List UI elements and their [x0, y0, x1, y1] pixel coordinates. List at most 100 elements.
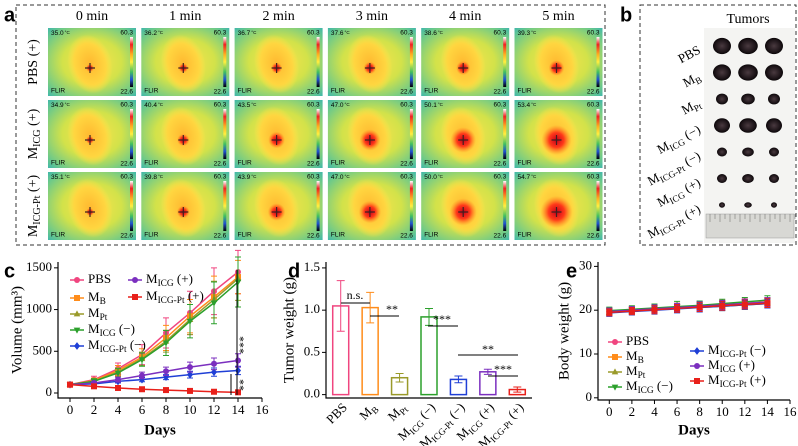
marker	[235, 389, 241, 396]
tumor	[739, 118, 757, 133]
legend-label-main: PBS	[626, 333, 649, 348]
y-tick-label: 1.0	[304, 301, 320, 316]
significance-label: ***	[236, 336, 250, 354]
column-header: 2 min	[262, 9, 294, 24]
scale-max: 60.3	[307, 174, 320, 181]
tumor-label-sub: B	[694, 76, 704, 88]
scale-min: 22.6	[307, 161, 320, 168]
row-label: PBS (+)	[26, 39, 41, 85]
x-axis-title: Days	[678, 422, 710, 438]
scale-max: 60.3	[587, 30, 600, 37]
legend-label-main: M	[626, 378, 638, 393]
tumor	[741, 93, 755, 105]
y-tick-label: 0.0	[304, 386, 320, 401]
color-bar	[223, 109, 227, 159]
legend-label-tail: (−)	[747, 342, 766, 357]
legend-label-main: M	[146, 271, 158, 286]
brand: FLIR	[424, 232, 438, 239]
temperature-unit: °C	[65, 102, 71, 107]
brand: FLIR	[331, 88, 345, 95]
color-bar	[596, 37, 600, 87]
tumor-label: MPt	[679, 95, 705, 120]
error-bar	[336, 280, 345, 332]
crosshair	[364, 135, 375, 145]
crosshair	[271, 207, 282, 217]
content: a b c d e 0 min 1 min 2 min 3 min 4 min 5 min PBS (…	[4, 4, 797, 446]
tumor-label: MB	[680, 69, 704, 93]
temperature: 35.0°C	[51, 30, 70, 37]
temperature-unit: °C	[251, 30, 257, 35]
x-tick-label: 12	[738, 404, 751, 419]
temperature-value: 47.0	[331, 102, 344, 109]
row-label-sub: ICG-Pt	[32, 195, 43, 224]
error-bar	[425, 307, 433, 326]
tumor	[765, 37, 783, 55]
error-bar	[366, 291, 375, 324]
thermal-image: 36.7°C 60.3 22.6 FLIR	[234, 28, 323, 96]
x-axis-title: Days	[144, 422, 176, 438]
marker	[235, 357, 241, 364]
temperature-unit: °C	[438, 174, 444, 179]
scale-max: 60.3	[120, 102, 133, 109]
marker	[696, 304, 703, 311]
color-bar	[130, 181, 133, 231]
crosshair	[271, 135, 282, 145]
axes	[57, 262, 262, 399]
marker	[91, 383, 97, 390]
legend-label-tail: (+)	[736, 357, 755, 372]
temperature-value: 50.1	[424, 102, 437, 109]
tumor	[769, 147, 779, 157]
error-bar	[395, 373, 404, 383]
thermal-image: 35.0°C 60.3 22.6 FLIR	[48, 28, 136, 96]
temperature-value: 47.0	[331, 174, 344, 181]
marker	[115, 376, 121, 383]
panel-a-frame	[15, 4, 606, 246]
y-tick-label: 0.5	[304, 343, 320, 358]
legend-marker	[73, 327, 81, 334]
scale-min: 22.6	[307, 89, 320, 96]
temperature: 43.5°C	[238, 102, 257, 109]
scale-max: 60.3	[494, 102, 507, 109]
series-line	[69, 276, 239, 386]
row-label-main: PBS	[26, 60, 41, 85]
temperature-value: 38.6	[424, 30, 437, 37]
crosshair	[85, 135, 95, 145]
error-bar	[513, 386, 522, 393]
series-line	[69, 359, 239, 386]
legend-label-main: M	[88, 321, 100, 336]
temperature-value: 39.3	[518, 30, 531, 37]
axes	[597, 262, 790, 401]
brand: FLIR	[238, 160, 252, 167]
crosshair	[85, 63, 95, 73]
color-bar	[223, 181, 227, 231]
temperature: 38.6°C	[424, 30, 443, 37]
legend-label: MICG-Pt (−)	[88, 337, 146, 355]
tumor-label-main: PBS	[675, 42, 702, 66]
row-label-tail: (+)	[26, 108, 41, 129]
brand: FLIR	[51, 160, 65, 167]
marker	[234, 279, 242, 286]
legend-label: MICG-Pt (+)	[146, 288, 204, 306]
y-tick-label: 0	[46, 384, 53, 399]
temperature-unit: °C	[158, 30, 164, 35]
marker	[163, 387, 169, 394]
temperature-unit: °C	[438, 30, 444, 35]
color-bar	[223, 37, 227, 87]
brand: FLIR	[424, 160, 438, 167]
legend-label-main: M	[626, 348, 638, 363]
x-tick-label: 6	[139, 402, 146, 417]
marker	[67, 381, 73, 388]
scale-max: 60.3	[587, 174, 600, 181]
color-bar	[130, 37, 133, 87]
row-label-main: M	[26, 146, 41, 159]
temperature: 35.1°C	[51, 174, 70, 181]
tumor	[766, 118, 782, 133]
scale-max: 60.3	[494, 174, 507, 181]
brand: FLIR	[238, 88, 252, 95]
color-bar	[409, 37, 413, 87]
x-tick-label: 0	[67, 402, 74, 417]
scale-max: 60.3	[214, 30, 227, 37]
legend-label: MB	[88, 289, 106, 307]
tumor-label-sub: Pt	[693, 102, 705, 115]
marker	[163, 368, 169, 375]
